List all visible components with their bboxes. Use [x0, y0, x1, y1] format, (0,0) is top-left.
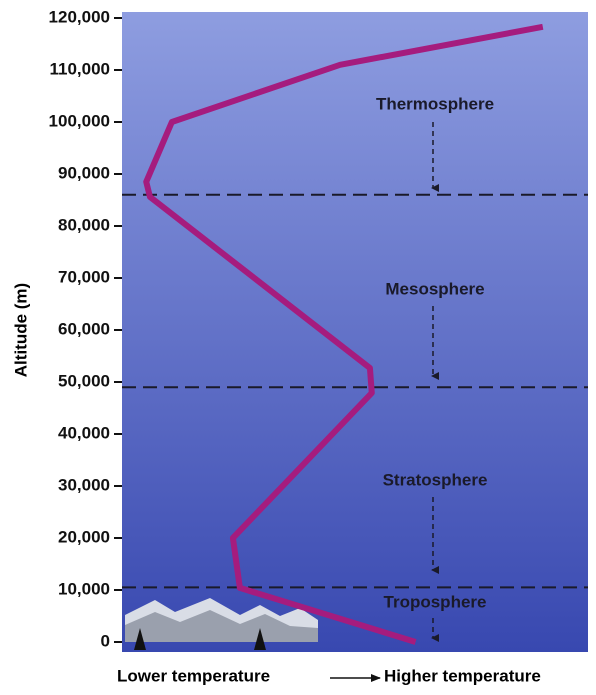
temperature-line	[143, 23, 544, 645]
y-tick-label: 30,000	[58, 475, 110, 494]
y-axis-label: Altitude (m)	[11, 283, 30, 377]
layer-label: Troposphere	[384, 592, 487, 611]
y-tick-label: 120,000	[49, 7, 110, 26]
plot-background	[122, 12, 588, 652]
y-tick-label: 100,000	[49, 111, 110, 130]
y-tick-label: 20,000	[58, 527, 110, 546]
y-tick-label: 110,000	[49, 59, 110, 78]
layer-label: Mesosphere	[385, 279, 484, 298]
y-tick-label: 70,000	[58, 267, 110, 286]
y-tick-label: 10,000	[58, 579, 110, 598]
layer-label: Stratosphere	[383, 470, 488, 489]
y-tick-label: 90,000	[58, 163, 110, 182]
y-tick-label: 50,000	[58, 371, 110, 390]
layer-label: Thermosphere	[376, 94, 494, 113]
y-tick-label: 80,000	[58, 215, 110, 234]
mountains	[125, 598, 318, 650]
y-tick-label: 60,000	[58, 319, 110, 338]
x-label-low: Lower temperature	[117, 666, 270, 685]
y-tick-label: 40,000	[58, 423, 110, 442]
x-label-high: Higher temperature	[384, 666, 541, 685]
y-tick-label: 0	[101, 631, 110, 650]
